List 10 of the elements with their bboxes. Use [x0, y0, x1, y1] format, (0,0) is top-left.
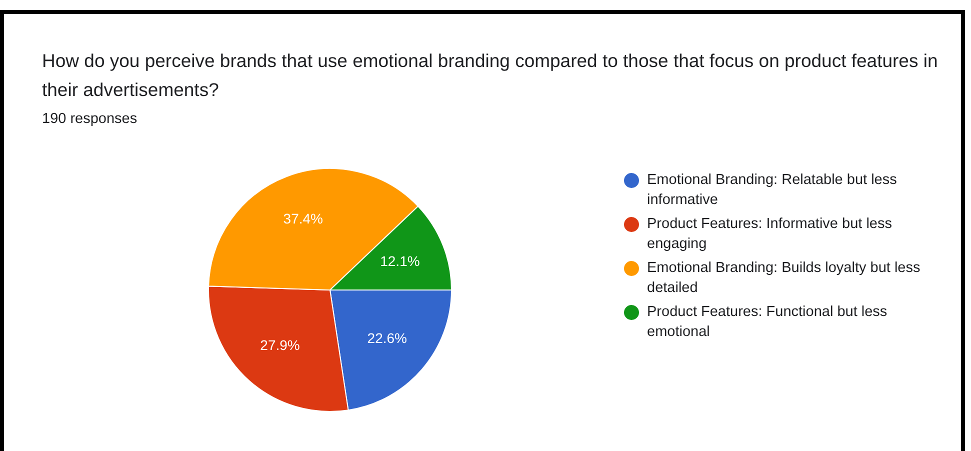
legend-label: Emotional Branding: Relatable but less informative — [647, 171, 898, 210]
legend-label: Product Features: Functional but less emotional — [647, 303, 888, 342]
data-label: 22.6% — [367, 330, 407, 346]
legend-label: Emotional Branding: Builds loyalty but less detailed — [647, 259, 922, 298]
text: 190 responses — [42, 111, 138, 127]
data-label: 27.9% — [260, 337, 300, 354]
data-label: 37.4% — [283, 210, 324, 226]
legend-label: Product Features: Informative but less engaging — [647, 215, 893, 254]
data-label: 12.1% — [380, 252, 420, 269]
chart-title: How do you perceive brands that use emotional branding compared to those that focus on product features in their advertisements? — [42, 49, 939, 102]
